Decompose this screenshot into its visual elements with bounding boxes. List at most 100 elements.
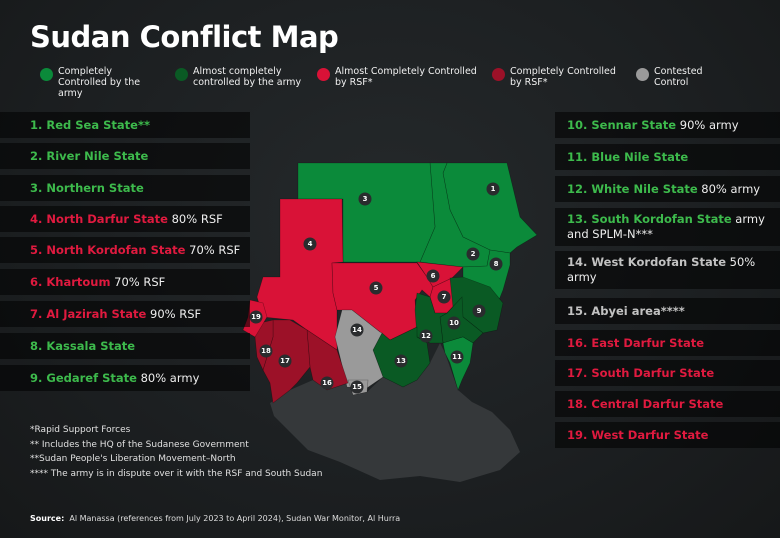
footnote: **** The army is in dispute over it with… bbox=[30, 469, 323, 480]
state-number: 14 bbox=[352, 326, 362, 334]
state-list-item: 4. North Darfur State 80% RSF bbox=[0, 206, 250, 232]
state-number: 1 bbox=[491, 185, 496, 193]
state-name: 14. West Kordofan State bbox=[567, 255, 727, 269]
state-number-badge: 2 bbox=[466, 247, 480, 261]
state-list-item: 12. White Nile State 80% army bbox=[555, 176, 780, 202]
state-name: 6. Khartoum bbox=[30, 275, 111, 289]
legend-swatch bbox=[636, 68, 649, 81]
state-number-badge: 5 bbox=[369, 281, 383, 295]
source-line: Source: Al Manassa (references from July… bbox=[30, 514, 400, 523]
legend-swatch bbox=[492, 68, 505, 81]
page-title: Sudan Conflict Map bbox=[30, 20, 339, 54]
state-number-badge: 3 bbox=[358, 192, 372, 206]
state-control-note: 80% army bbox=[701, 182, 761, 196]
state-name: 4. North Darfur State bbox=[30, 212, 168, 226]
state-number-badge: 7 bbox=[437, 290, 451, 304]
state-number-badge: 6 bbox=[426, 269, 440, 283]
state-list-item: 2. River Nile State bbox=[0, 143, 250, 169]
state-control-note: 90% RSF bbox=[150, 307, 202, 321]
legend-label: Contested Control bbox=[654, 66, 703, 88]
state-control-note: 50% army bbox=[567, 255, 756, 284]
legend-swatch bbox=[317, 68, 330, 81]
state-control-note: 80% RSF bbox=[171, 212, 223, 226]
source-text: Al Manassa (references from July 2023 to… bbox=[69, 514, 401, 523]
state-number-badge: 14 bbox=[350, 323, 364, 337]
state-number-badge: 1 bbox=[486, 182, 500, 196]
state-list-item: 3. Northern State bbox=[0, 175, 250, 201]
state-number: 3 bbox=[363, 195, 368, 203]
state-list-item: 5. North Kordofan State 70% RSF bbox=[0, 237, 250, 263]
state-region-14 bbox=[334, 309, 384, 389]
state-name: 9. Gedaref State bbox=[30, 371, 137, 385]
legend-item: Almost completely controlled by the army bbox=[175, 66, 310, 88]
state-number-badge: 16 bbox=[320, 376, 334, 390]
state-name: 3. Northern State bbox=[30, 181, 144, 195]
state-name: 7. Al Jazirah State bbox=[30, 307, 147, 321]
state-number-badge: 12 bbox=[419, 329, 433, 343]
state-list-item: 19. West Darfur State bbox=[555, 422, 780, 448]
state-name: 5. North Kordofan State bbox=[30, 243, 186, 257]
state-number: 7 bbox=[442, 293, 447, 301]
state-number-badge: 15 bbox=[350, 380, 364, 394]
state-name: 10. Sennar State bbox=[567, 118, 677, 132]
state-control-note: 90% army bbox=[679, 118, 739, 132]
footnotes: *Rapid Support Forces ** Includes the HQ… bbox=[30, 423, 322, 482]
state-list-item: 18. Central Darfur State bbox=[555, 391, 780, 417]
footnote: *Rapid Support Forces bbox=[30, 425, 131, 435]
state-number-badge: 18 bbox=[259, 344, 273, 358]
state-number: 9 bbox=[477, 307, 482, 315]
state-number: 19 bbox=[251, 313, 261, 321]
state-list-item: 13. South Kordofan State army and SPLM-N… bbox=[555, 208, 780, 246]
region-south-sudan bbox=[270, 343, 520, 482]
state-number: 6 bbox=[431, 272, 436, 280]
state-number: 5 bbox=[374, 284, 379, 292]
state-number: 11 bbox=[452, 353, 462, 361]
state-list-item: 16. East Darfur State bbox=[555, 330, 780, 356]
state-number: 2 bbox=[471, 250, 476, 258]
state-list-item: 17. South Darfur State bbox=[555, 360, 780, 386]
state-number: 16 bbox=[322, 379, 332, 387]
legend-item: Completely Controlled by the army bbox=[40, 66, 160, 99]
state-number-badge: 4 bbox=[303, 237, 317, 251]
state-name: 17. South Darfur State bbox=[567, 366, 715, 380]
legend-item: Almost Completely Controlled by RSF* bbox=[317, 66, 477, 88]
state-name: 13. South Kordofan State bbox=[567, 212, 732, 226]
state-list-item: 1. Red Sea State** bbox=[0, 112, 250, 138]
state-number-badge: 10 bbox=[447, 316, 461, 330]
state-number: 17 bbox=[280, 357, 290, 365]
state-name: 12. White Nile State bbox=[567, 182, 698, 196]
state-list-item: 8. Kassala State bbox=[0, 333, 250, 359]
state-name: 15. Abyei area**** bbox=[567, 304, 685, 318]
state-list-item: 10. Sennar State 90% army bbox=[555, 112, 780, 138]
state-number: 10 bbox=[449, 319, 459, 327]
legend-item: Contested Control bbox=[636, 66, 716, 88]
state-number-badge: 11 bbox=[450, 350, 464, 364]
state-list-item: 15. Abyei area**** bbox=[555, 298, 780, 324]
state-number-badge: 17 bbox=[278, 354, 292, 368]
legend-swatch bbox=[40, 68, 53, 81]
state-number: 18 bbox=[261, 347, 271, 355]
state-control-note: army and SPLM-N*** bbox=[567, 212, 765, 241]
state-number: 15 bbox=[352, 383, 362, 391]
state-number-badge: 19 bbox=[249, 310, 263, 324]
state-number-badge: 13 bbox=[394, 354, 408, 368]
state-list-item: 6. Khartoum 70% RSF bbox=[0, 269, 250, 295]
state-control-note: 80% army bbox=[140, 371, 200, 385]
state-number-badge: 8 bbox=[489, 257, 503, 271]
state-number-badge: 9 bbox=[472, 304, 486, 318]
legend-label: Completely Controlled by the army bbox=[58, 66, 141, 99]
state-name: 2. River Nile State bbox=[30, 149, 149, 163]
state-list-item: 9. Gedaref State 80% army bbox=[0, 365, 250, 391]
source-label: Source: bbox=[30, 514, 65, 523]
state-name: 16. East Darfur State bbox=[567, 336, 705, 350]
state-number: 13 bbox=[396, 357, 406, 365]
state-control-note: 70% RSF bbox=[189, 243, 241, 257]
state-region-11 bbox=[442, 336, 474, 391]
state-list-item: 7. Al Jazirah State 90% RSF bbox=[0, 301, 250, 327]
legend-label: Completely Controlled by RSF* bbox=[510, 66, 616, 88]
state-control-note: 70% RSF bbox=[114, 275, 166, 289]
state-number: 12 bbox=[421, 332, 431, 340]
legend-label: Almost completely controlled by the army bbox=[193, 66, 302, 88]
footnote: ** Includes the HQ of the Sudanese Gover… bbox=[30, 439, 249, 450]
state-number: 4 bbox=[308, 240, 313, 248]
